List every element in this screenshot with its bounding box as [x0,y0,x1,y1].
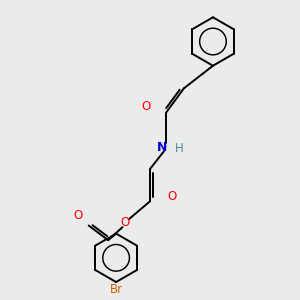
Text: N: N [157,141,167,154]
Text: O: O [121,217,130,230]
Text: Br: Br [110,283,123,296]
Text: O: O [74,209,82,222]
Text: H: H [175,142,183,154]
Text: O: O [141,100,150,112]
Text: O: O [167,190,176,203]
